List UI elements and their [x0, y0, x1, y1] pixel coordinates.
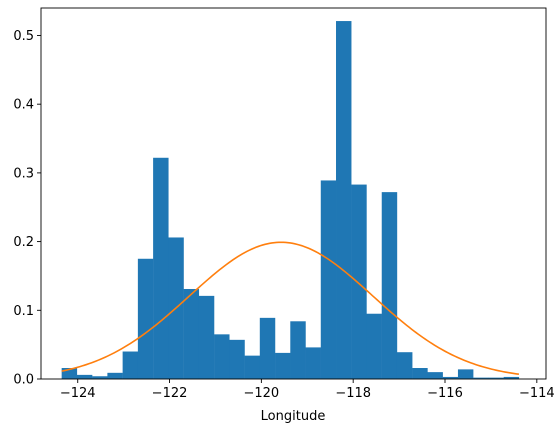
histogram-bar	[198, 295, 215, 379]
histogram-bar	[275, 352, 291, 379]
histogram-bar	[427, 372, 443, 379]
histogram-bar	[396, 352, 413, 379]
x-axis-ticks: −124 −122 −120 −118 −116 −114	[60, 379, 555, 401]
histogram-bar	[92, 376, 108, 379]
histogram-bar	[61, 368, 78, 379]
histogram-bar	[183, 288, 200, 379]
histogram-bars	[61, 21, 520, 379]
histogram-bar	[122, 351, 139, 379]
y-tick-label: 0.5	[13, 29, 34, 44]
histogram-bar	[107, 372, 123, 379]
histogram-bar	[305, 347, 321, 379]
histogram-bar	[259, 317, 276, 379]
plot-frame	[40, 7, 547, 380]
x-tick-label: −120	[244, 386, 280, 401]
histogram-bar	[290, 321, 306, 379]
x-tick-label: −124	[60, 386, 96, 401]
histogram-bar	[153, 157, 169, 379]
histogram-bar	[381, 192, 398, 379]
histogram-bar	[76, 374, 93, 379]
x-axis-label: Longitude	[261, 409, 326, 424]
y-tick-label: 0.2	[13, 235, 34, 250]
histogram-bar	[488, 377, 504, 379]
plot-background	[41, 8, 546, 379]
histogram-bar	[366, 313, 382, 379]
histogram-bar	[473, 377, 489, 379]
histogram-bar	[442, 376, 459, 379]
histogram-bar	[457, 369, 474, 379]
y-tick-label: 0.4	[13, 98, 34, 113]
y-tick-label: 0.1	[13, 304, 34, 319]
histogram-bar	[503, 376, 520, 379]
histogram-bar	[320, 180, 337, 379]
x-tick-label: −114	[519, 386, 555, 401]
histogram-bar	[351, 184, 367, 379]
histogram-bar	[336, 21, 352, 379]
y-axis-ticks: 0.0 0.1 0.2 0.3 0.4 0.5	[13, 29, 41, 388]
x-tick-label: −122	[152, 386, 188, 401]
y-tick-label: 0.3	[13, 166, 34, 181]
histogram-bar	[214, 334, 230, 379]
histogram-bar	[137, 258, 154, 379]
y-tick-label: 0.0	[13, 373, 34, 388]
histogram-bar	[229, 339, 245, 379]
histogram-bar	[244, 355, 261, 379]
histogram-bar	[412, 368, 428, 379]
x-tick-label: −116	[427, 386, 463, 401]
normal-fit-curve	[61, 241, 520, 376]
x-tick-label: −118	[335, 386, 371, 401]
